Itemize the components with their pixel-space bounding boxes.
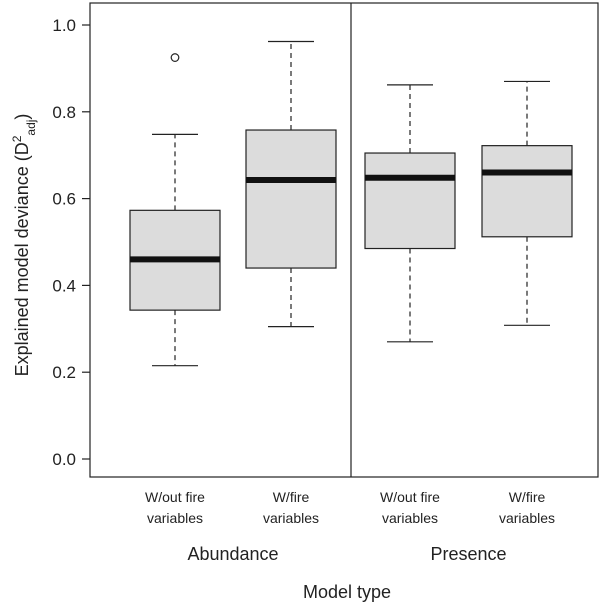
y-axis-title-sub: adj bbox=[24, 120, 38, 136]
plot-axes bbox=[89, 2, 599, 478]
plot-frame bbox=[89, 2, 599, 478]
category-label: W/out fire bbox=[145, 489, 205, 505]
y-axis-title-sup: 2 bbox=[10, 135, 24, 142]
y-tick-label: 1.0 bbox=[52, 16, 76, 35]
category-label: W/fire bbox=[273, 489, 310, 505]
x-group-labels: Abundance Presence bbox=[187, 544, 506, 564]
box-2 bbox=[245, 40, 337, 328]
box-1 bbox=[129, 53, 221, 367]
iqr-box bbox=[245, 129, 337, 269]
y-tick-label: 0.2 bbox=[52, 363, 76, 382]
y-axis-ticks: 0.0 0.2 0.4 0.6 0.8 1.0 bbox=[52, 16, 90, 469]
iqr-box bbox=[481, 145, 573, 238]
box-4 bbox=[481, 80, 573, 326]
box-series bbox=[129, 40, 573, 367]
category-label: W/fire bbox=[509, 489, 546, 505]
y-axis-title: Explained model deviance (D2adj) bbox=[10, 114, 38, 377]
y-axis-title-main: Explained model deviance (D bbox=[12, 142, 32, 376]
y-axis-title-close: ) bbox=[12, 114, 32, 120]
y-tick-label: 0.0 bbox=[52, 450, 76, 469]
y-tick-label: 0.4 bbox=[52, 276, 76, 295]
category-label: variables bbox=[147, 510, 203, 526]
group-label-presence: Presence bbox=[430, 544, 506, 564]
category-label: variables bbox=[263, 510, 319, 526]
y-tick-label: 0.6 bbox=[52, 190, 76, 209]
group-label-abundance: Abundance bbox=[187, 544, 278, 564]
category-label: W/out fire bbox=[380, 489, 440, 505]
x-category-labels: W/out fire variables W/fire variables W/out … bbox=[145, 489, 555, 526]
iqr-box bbox=[364, 152, 456, 250]
y-tick-label: 0.8 bbox=[52, 103, 76, 122]
category-label: variables bbox=[382, 510, 438, 526]
outlier-point bbox=[170, 53, 180, 62]
category-label: variables bbox=[499, 510, 555, 526]
box-3 bbox=[364, 84, 456, 343]
x-axis-title: Model type bbox=[303, 582, 391, 602]
